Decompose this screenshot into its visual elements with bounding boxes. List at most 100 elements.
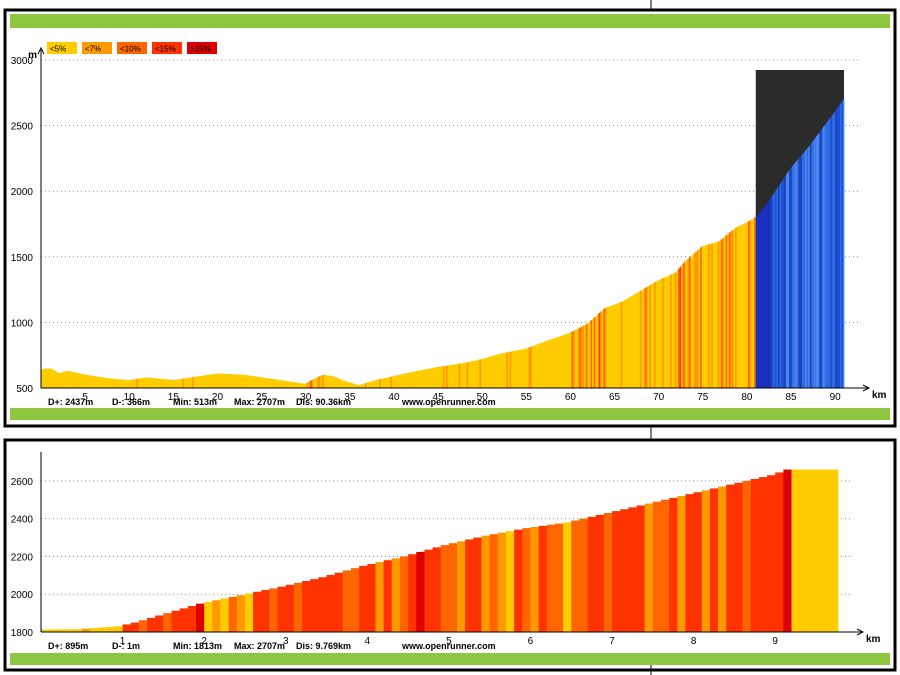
elevation-stripe — [833, 111, 836, 388]
elevation-stripe — [326, 375, 329, 388]
elevation-stripe — [114, 626, 123, 632]
elevation-stripe — [689, 257, 692, 388]
elevation-stripe — [391, 558, 401, 632]
elevation-stripe — [152, 378, 155, 388]
elevation-stripe — [277, 379, 280, 388]
legend-label: >15% — [190, 45, 211, 54]
elevation-stripe — [775, 472, 784, 632]
elevation-stripe — [522, 349, 525, 388]
y-tick-label: 2500 — [11, 122, 34, 133]
x-tick-label: 35 — [344, 392, 356, 403]
bottom-stats: D+: 895m D-: 1m Min: 1813m Max: 2707m Di… — [48, 641, 496, 651]
elevation-stripe — [311, 379, 314, 388]
elevation-stripe — [171, 610, 181, 632]
legend-swatch — [47, 42, 77, 54]
legend-swatch — [152, 42, 182, 54]
elevation-stripe — [798, 156, 801, 388]
elevation-stripe — [824, 123, 827, 388]
elevation-stripe — [723, 236, 726, 388]
y-unit-label: m — [28, 50, 37, 61]
elevation-stripe — [163, 379, 166, 388]
elevation-stripe — [843, 98, 845, 389]
elevation-stripe — [453, 364, 456, 388]
elevation-stripe — [155, 615, 164, 632]
elevation-stripe — [484, 358, 487, 388]
elevation-stripe — [269, 378, 272, 388]
elevation-stripe — [52, 369, 55, 388]
bottom-axes: 1800 2000 2200 2400 2600 1 2 3 4 5 6 7 8 9 km — [11, 452, 881, 647]
elevation-stripe — [619, 302, 622, 388]
elevation-stripe — [50, 368, 53, 388]
y-tick-label: 2200 — [11, 552, 34, 563]
elevation-stripe — [361, 383, 364, 388]
x-axis-arrow — [856, 628, 865, 636]
elevation-stripe — [80, 373, 83, 388]
x-tick-label: 70 — [653, 392, 665, 403]
elevation-stripe — [363, 383, 366, 388]
elevation-stripe — [129, 379, 132, 388]
elevation-stripe — [571, 520, 580, 632]
elevation-stripe — [176, 379, 178, 388]
elevation-stripe — [485, 357, 488, 388]
elevation-stripe — [615, 303, 618, 388]
elevation-stripe — [649, 285, 652, 388]
elevation-stripe — [647, 285, 650, 388]
elevation-stripe — [75, 372, 78, 388]
elevation-stripe — [441, 366, 444, 388]
elevation-stripe — [700, 247, 703, 388]
elevation-stripe — [350, 568, 360, 632]
elevation-stripe — [565, 334, 568, 388]
elevation-stripe — [409, 372, 412, 388]
elevation-stripe — [505, 531, 515, 632]
elevation-stripe — [614, 304, 617, 388]
elevation-stripe — [44, 368, 47, 388]
elevation-stripe — [339, 379, 342, 388]
elevation-stripe — [569, 332, 572, 388]
elevation-stripe — [125, 379, 128, 388]
elevation-stripe — [398, 374, 401, 388]
elevation-stripe — [372, 380, 375, 388]
elevation-stripe — [288, 381, 291, 388]
elevation-stripe — [731, 230, 734, 388]
elevation-stripe — [662, 278, 665, 388]
elevation-stripe — [74, 372, 77, 388]
elevation-stripe — [612, 304, 615, 388]
elevation-stripe — [144, 377, 147, 388]
elevation-stripe — [322, 374, 325, 388]
elevation-stripe — [69, 371, 72, 388]
elevation-stripe — [738, 225, 741, 388]
elevation-stripe — [217, 373, 220, 388]
elevation-stripe — [527, 347, 530, 388]
elevation-stripe — [742, 480, 752, 632]
elevation-stripe — [338, 378, 341, 388]
elevation-stripe — [601, 310, 604, 388]
elevation-stripe — [458, 363, 461, 388]
elevation-stripe — [225, 373, 228, 388]
elevation-stripe — [434, 367, 437, 388]
elevation-stripe — [750, 479, 760, 632]
elevation-stripe — [350, 383, 353, 388]
elevation-stripe — [807, 469, 817, 632]
elevation-stripe — [549, 339, 552, 388]
top-panel-header-bar — [10, 14, 890, 28]
elevation-stripe — [287, 381, 290, 388]
elevation-stripe — [71, 371, 74, 388]
elevation-stripe — [263, 377, 266, 388]
elevation-stripe — [64, 371, 67, 388]
elevation-stripe — [399, 374, 402, 388]
elevation-stripe — [695, 251, 698, 388]
elevation-stripe — [587, 322, 590, 388]
elevation-stripe — [98, 376, 101, 388]
elevation-stripe — [734, 482, 743, 632]
elevation-stripe — [841, 99, 844, 389]
elevation-stripe — [701, 490, 711, 632]
elevation-stripe — [261, 590, 270, 632]
elevation-stripe — [163, 613, 172, 632]
elevation-stripe — [554, 338, 557, 388]
elevation-stripe — [511, 351, 514, 388]
elevation-stripe — [481, 535, 491, 632]
elevation-stripe — [627, 298, 630, 388]
elevation-stripe — [377, 379, 380, 388]
elevation-stripe — [541, 342, 544, 388]
elevation-stripe — [665, 276, 668, 388]
